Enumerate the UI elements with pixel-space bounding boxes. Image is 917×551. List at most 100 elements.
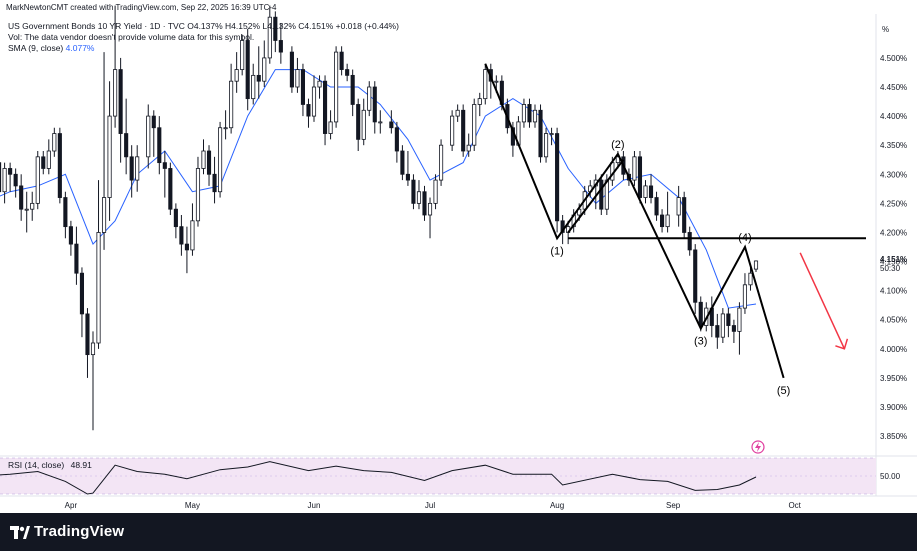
candle[interactable] — [2, 162, 7, 204]
candle[interactable] — [151, 110, 156, 157]
candle[interactable] — [24, 191, 29, 233]
candle[interactable] — [190, 203, 195, 256]
candle[interactable] — [654, 191, 659, 221]
candle[interactable] — [753, 260, 759, 273]
candle[interactable] — [593, 174, 598, 210]
candle[interactable] — [599, 174, 604, 216]
candle[interactable] — [682, 191, 687, 239]
candle[interactable] — [201, 139, 206, 175]
candle[interactable] — [389, 110, 394, 134]
candle[interactable] — [46, 139, 51, 175]
candle[interactable] — [439, 139, 444, 186]
candle[interactable] — [709, 296, 714, 338]
candle[interactable] — [162, 151, 167, 198]
candle[interactable] — [450, 110, 455, 152]
candle[interactable] — [715, 313, 720, 349]
candle[interactable] — [339, 46, 344, 76]
candle[interactable] — [311, 75, 317, 122]
candle[interactable] — [698, 296, 703, 332]
candle[interactable] — [367, 81, 372, 117]
candle[interactable] — [85, 308, 90, 378]
rsi-legend[interactable]: RSI (14, close) 48.91 — [8, 460, 92, 470]
candle[interactable] — [643, 180, 648, 204]
candle[interactable] — [118, 57, 123, 163]
rsi-legend-label[interactable]: RSI (14, close) — [8, 460, 65, 470]
candle[interactable] — [543, 127, 549, 163]
candle[interactable] — [19, 174, 24, 221]
candle[interactable] — [113, 5, 118, 128]
candle[interactable] — [466, 133, 471, 157]
candle[interactable] — [90, 331, 96, 431]
candle[interactable] — [427, 197, 433, 239]
candle[interactable] — [483, 63, 488, 105]
candle[interactable] — [262, 40, 267, 88]
candle[interactable] — [334, 46, 339, 128]
candle[interactable] — [13, 168, 18, 198]
candle[interactable] — [245, 28, 250, 111]
candle[interactable] — [57, 127, 62, 204]
wave-label[interactable]: (3) — [694, 335, 707, 347]
candle[interactable] — [433, 174, 438, 210]
candle[interactable] — [660, 209, 665, 233]
candle[interactable] — [378, 110, 383, 134]
candle[interactable] — [317, 75, 322, 99]
candle[interactable] — [555, 127, 560, 233]
candle[interactable] — [532, 104, 538, 128]
candle[interactable] — [356, 98, 361, 152]
candle[interactable] — [173, 203, 178, 239]
candle[interactable] — [731, 319, 736, 344]
candle[interactable] — [665, 191, 670, 233]
candle[interactable] — [300, 63, 306, 117]
candle[interactable] — [632, 151, 637, 186]
candle[interactable] — [206, 145, 212, 186]
candle[interactable] — [41, 151, 46, 175]
sma-legend-label[interactable]: SMA (9, close) — [8, 43, 64, 53]
wave-label[interactable]: (1) — [550, 245, 563, 257]
candle[interactable] — [637, 151, 643, 204]
candle[interactable] — [79, 267, 85, 338]
candle[interactable] — [0, 157, 2, 198]
candle[interactable] — [68, 220, 73, 256]
symbol-title[interactable]: US Government Bonds 10 YR Yield · 1D · T… — [8, 21, 185, 31]
candle[interactable] — [345, 63, 350, 82]
wave-annotations[interactable]: (1) (2) (3) (4) (5) — [484, 63, 866, 454]
candle[interactable] — [35, 151, 40, 210]
candle[interactable] — [394, 121, 399, 163]
candle[interactable] — [278, 23, 283, 64]
candle[interactable] — [234, 52, 239, 93]
wave-label[interactable]: (5) — [777, 385, 790, 397]
event-flash-icon[interactable] — [751, 440, 765, 454]
candle[interactable] — [124, 98, 129, 175]
rsi-pane[interactable]: 50.00 — [0, 457, 901, 495]
elliott-wave-path[interactable] — [484, 63, 785, 379]
wave-label[interactable]: (2) — [611, 139, 624, 151]
candle[interactable] — [461, 104, 466, 157]
candle[interactable] — [411, 174, 416, 210]
candle[interactable] — [212, 156, 217, 204]
candle[interactable] — [720, 308, 725, 344]
candle[interactable] — [405, 151, 410, 186]
candle[interactable] — [726, 308, 731, 338]
candle[interactable] — [400, 145, 405, 181]
candle[interactable] — [737, 302, 742, 355]
candle[interactable] — [687, 226, 692, 256]
candle[interactable] — [289, 46, 294, 93]
candle[interactable] — [251, 63, 256, 105]
candle[interactable] — [350, 69, 355, 117]
candle[interactable] — [195, 156, 201, 227]
candle[interactable] — [101, 52, 107, 250]
candle[interactable] — [676, 185, 681, 227]
candle[interactable] — [416, 180, 422, 210]
candle[interactable] — [521, 98, 527, 128]
candle[interactable] — [372, 81, 377, 134]
candle[interactable] — [648, 174, 654, 204]
candle[interactable] — [273, 11, 278, 53]
candle[interactable] — [538, 104, 543, 163]
candle[interactable] — [256, 46, 261, 99]
candle[interactable] — [472, 98, 477, 152]
candle[interactable] — [168, 162, 173, 216]
candle[interactable] — [361, 98, 366, 146]
candle[interactable] — [179, 215, 184, 256]
candle[interactable] — [107, 81, 112, 221]
